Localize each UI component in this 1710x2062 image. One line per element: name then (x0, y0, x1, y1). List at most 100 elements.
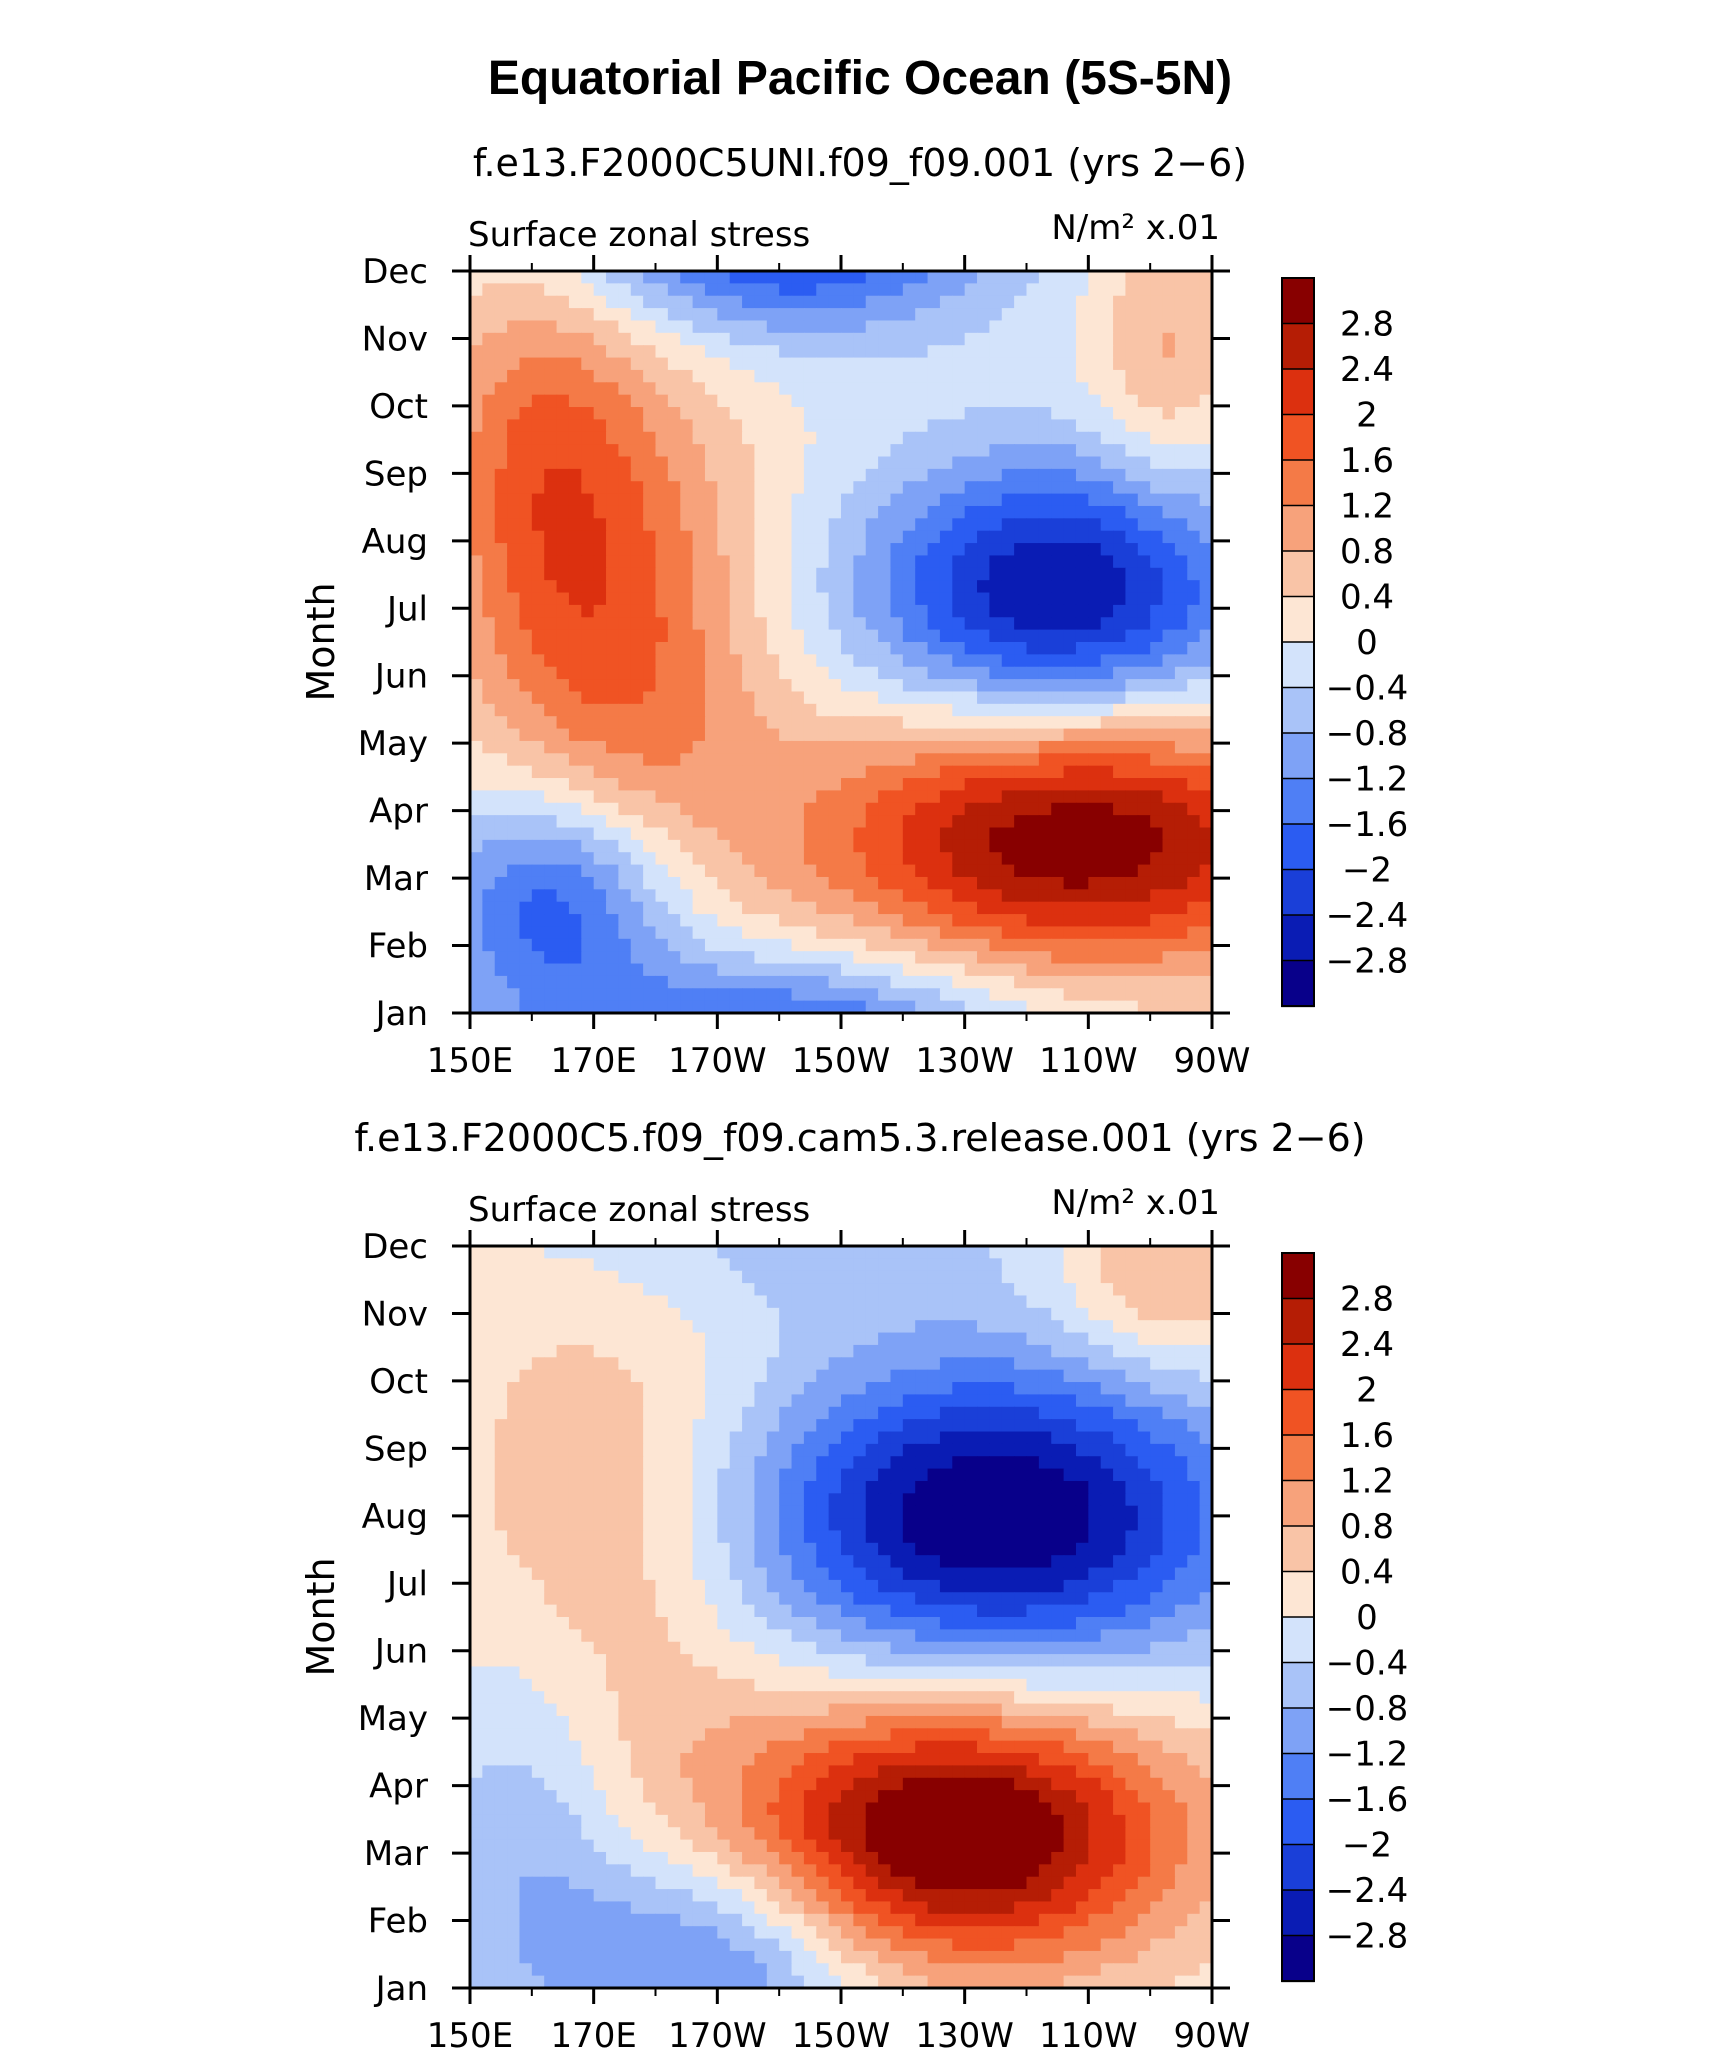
contour-cell (1125, 1295, 1139, 1309)
contour-cell (766, 444, 780, 458)
contour-cell (544, 382, 558, 396)
contour-cell (482, 357, 496, 371)
contour-cell (841, 691, 854, 705)
contour-cell (704, 332, 718, 346)
contour-cell (556, 1419, 570, 1433)
contour-cell (989, 369, 1003, 383)
contour-cell (531, 1505, 545, 1519)
contour-cell (692, 926, 706, 940)
contour-cell (692, 1332, 706, 1346)
contour-cell (1026, 1419, 1040, 1433)
contour-cell (791, 703, 805, 717)
contour-cell (1199, 604, 1213, 618)
contour-cell (841, 431, 854, 445)
contour-cell (1063, 1394, 1077, 1408)
contour-cell (643, 283, 657, 297)
contour-cell (1100, 407, 1114, 420)
contour-cell (952, 369, 966, 383)
contour-cell (766, 1320, 780, 1334)
contour-cell (494, 567, 508, 581)
contour-cell (964, 283, 978, 297)
contour-cell (828, 802, 842, 816)
contour-cell (556, 530, 570, 544)
contour-cell (766, 778, 780, 791)
contour-cell (964, 765, 978, 779)
contour-cell (1100, 753, 1114, 767)
contour-cell (630, 320, 644, 334)
contour-cell (729, 790, 743, 804)
contour-cell (1038, 1382, 1052, 1395)
contour-cell (1075, 876, 1089, 890)
contour-cell (519, 543, 533, 557)
contour-cell (507, 778, 521, 791)
contour-cell (1113, 1369, 1127, 1383)
contour-cell (606, 543, 619, 557)
contour-cell (704, 320, 718, 334)
contour-cell (1100, 394, 1114, 408)
contour-cell (915, 1258, 929, 1272)
contour-cell (865, 1295, 879, 1309)
contour-cell (717, 419, 731, 433)
contour-cell (606, 1480, 619, 1494)
contour-cell (803, 876, 817, 890)
contour-cell (729, 864, 743, 878)
contour-cell (494, 703, 508, 717)
contour-cell (841, 1468, 854, 1482)
contour-cell (667, 419, 681, 433)
contour-cell (865, 555, 879, 569)
contour-cell (630, 765, 644, 779)
contour-cell (519, 802, 533, 816)
contour-cell (1187, 988, 1201, 1002)
contour-cell (470, 419, 483, 433)
contour-cell (779, 1000, 793, 1014)
contour-cell (803, 543, 817, 557)
contour-cell (803, 382, 817, 396)
contour-cell (606, 914, 619, 928)
contour-cell (1100, 530, 1114, 544)
contour-cell (1001, 666, 1015, 680)
contour-cell (729, 778, 743, 791)
contour-cell (717, 382, 731, 396)
contour-cell (507, 580, 521, 594)
contour-cell (618, 431, 632, 445)
contour-cell (544, 530, 558, 544)
contour-cell (544, 1382, 558, 1395)
contour-cell (470, 295, 483, 309)
contour-cell (494, 852, 508, 866)
contour-cell (704, 951, 718, 965)
contour-cell (964, 753, 978, 767)
contour-cell (952, 604, 966, 618)
contour-cell (519, 654, 533, 668)
contour-cell (556, 407, 570, 420)
contour-cell (581, 592, 595, 606)
contour-cell (1174, 431, 1188, 445)
contour-cell (927, 1480, 941, 1494)
contour-cell (618, 1295, 632, 1309)
contour-cell (1174, 357, 1188, 371)
contour-cell (593, 1357, 607, 1371)
contour-cell (470, 938, 483, 952)
contour-cell (692, 283, 706, 297)
contour-cell (556, 876, 570, 890)
contour-cell (1100, 1270, 1114, 1284)
contour-cell (606, 1283, 619, 1297)
contour-cell (643, 419, 657, 433)
contour-cell (1075, 765, 1089, 779)
contour-cell (1174, 271, 1188, 284)
contour-cell (766, 889, 780, 903)
contour-cell (507, 1357, 521, 1371)
contour-cell (1174, 1369, 1188, 1383)
contour-cell (766, 543, 780, 557)
contour-cell (1063, 592, 1077, 606)
contour-cell (1100, 518, 1114, 532)
contour-cell (1199, 419, 1213, 433)
contour-cell (1137, 1480, 1151, 1494)
contour-cell (1038, 1357, 1052, 1371)
contour-cell (630, 468, 644, 482)
contour-cell (927, 271, 941, 284)
contour-cell (853, 468, 867, 482)
contour-cell (531, 654, 545, 668)
contour-cell (717, 740, 731, 754)
contour-cell (1014, 1431, 1028, 1445)
variable-label: Surface zonal stress (468, 215, 810, 255)
